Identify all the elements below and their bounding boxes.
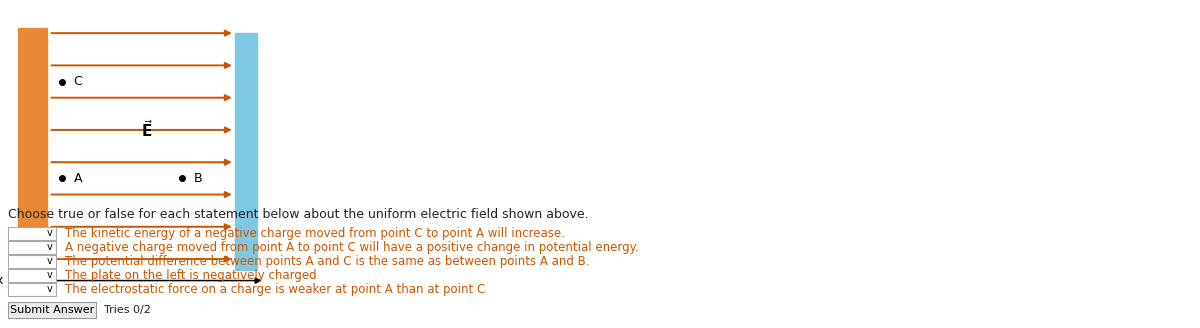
Text: v: v xyxy=(47,284,53,295)
Bar xyxy=(8,269,56,282)
Text: The electrostatic force on a charge is weaker at point A than at point C: The electrostatic force on a charge is w… xyxy=(65,283,485,296)
Text: The potential difference between points A and C is the same as between points A : The potential difference between points … xyxy=(65,255,589,268)
Text: v: v xyxy=(47,271,53,280)
Text: Tries 0/2: Tries 0/2 xyxy=(104,305,151,315)
Bar xyxy=(18,28,47,278)
Text: $\vec{\mathbf{E}}$: $\vec{\mathbf{E}}$ xyxy=(140,119,154,140)
Text: v: v xyxy=(47,242,53,253)
Text: Submit Answer: Submit Answer xyxy=(10,305,94,315)
Text: The kinetic energy of a negative charge moved from point C to point A will incre: The kinetic energy of a negative charge … xyxy=(65,227,565,240)
Text: The plate on the left is negatively charged: The plate on the left is negatively char… xyxy=(65,269,317,282)
Bar xyxy=(8,241,56,254)
Bar xyxy=(8,302,96,318)
Text: v: v xyxy=(47,256,53,266)
Bar xyxy=(8,283,56,296)
Text: v: v xyxy=(47,229,53,238)
Text: B: B xyxy=(194,172,203,185)
Text: x: x xyxy=(0,274,4,287)
Bar xyxy=(8,227,56,240)
Bar xyxy=(8,255,56,268)
Bar xyxy=(235,33,257,270)
Text: C: C xyxy=(73,75,83,88)
Text: A: A xyxy=(73,172,82,185)
Text: A negative charge moved from point A to point C will have a positive change in p: A negative charge moved from point A to … xyxy=(65,241,638,254)
Text: Choose true or false for each statement below about the uniform electric field s: Choose true or false for each statement … xyxy=(8,208,589,221)
